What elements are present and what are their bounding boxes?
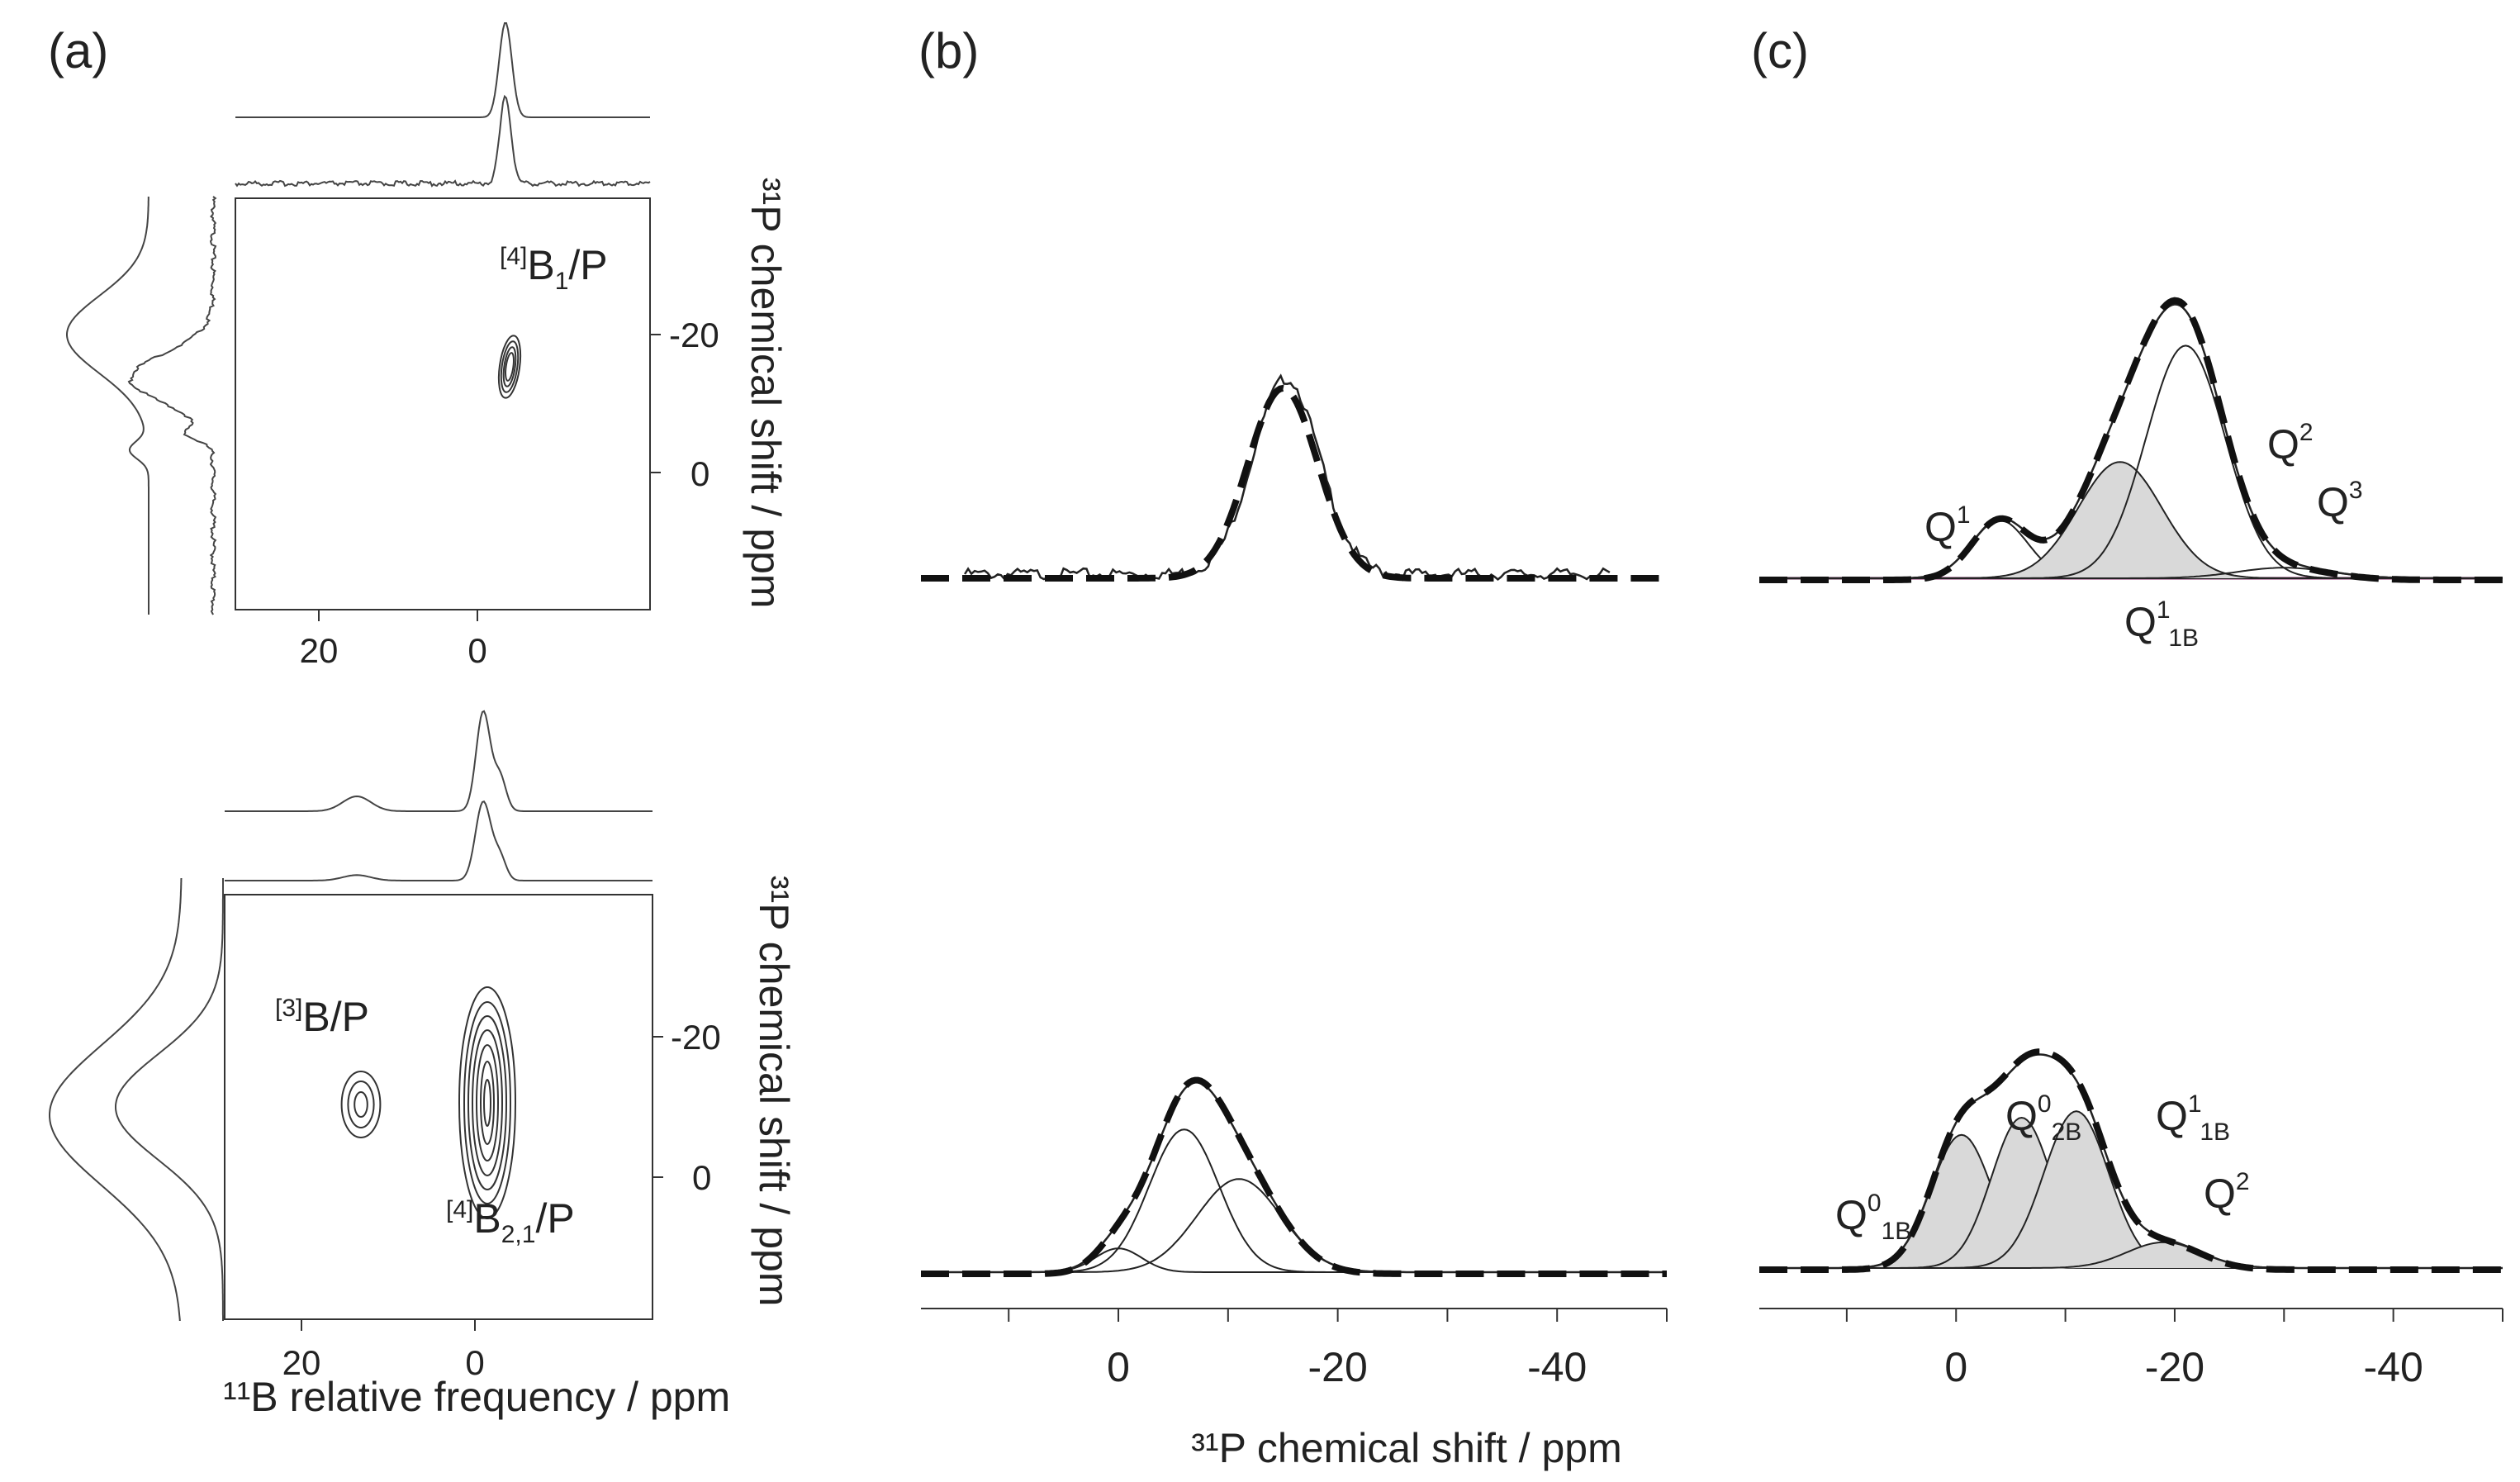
a-top-ytick-neg20: -20: [669, 316, 719, 354]
a-top-projection-slice: [235, 94, 651, 188]
a-top-plot: 20 0 -20 0 ³¹P chemical shift / ppm [4]B…: [66, 22, 789, 670]
a-bottom-contour-4B-level-4: [476, 1044, 499, 1161]
a-bottom-contour-4B-level-3: [472, 1029, 503, 1176]
c-top-component-fill-Q1_1B: [1759, 462, 2503, 578]
a-top-contour-level-2: [502, 346, 517, 387]
b-xtick--20: -20: [1307, 1344, 1367, 1390]
a-bottom-ytick-0: 0: [692, 1158, 711, 1197]
a-bottom-plot: 20 0 -20 0 ³¹P chemical shift / ppm ¹¹B …: [49, 710, 797, 1420]
c-top-label-q3: Q3: [2317, 477, 2363, 525]
a-bottom-annotation-4B21: [4]B2,1/P: [446, 1195, 575, 1248]
c-xtick-0: 0: [1944, 1344, 1967, 1390]
c-top-label-q1: Q1: [1924, 501, 1971, 550]
b-bottom-experimental-line: [921, 1081, 1667, 1274]
a-bottom-xlabel: ¹¹B relative frequency / ppm: [223, 1374, 730, 1420]
c-bottom-spectrum: Q01B Q02B Q11B Q2: [1759, 1048, 2503, 1273]
c-top-label-q1-1b: Q11B: [2124, 596, 2199, 652]
b-bottom-component-comp3: [921, 1178, 1667, 1273]
a-top-left-projection-slice: [127, 196, 217, 615]
a-bottom-contour-4B-level-5: [480, 1061, 495, 1145]
bc-xlabel: ³¹P chemical shift / ppm: [1191, 1425, 1621, 1471]
c-xtick--40: -40: [2364, 1344, 2423, 1390]
a-top-contour-level-1: [500, 340, 520, 393]
c-bottom-component-fill-Q0_1B: [1759, 1134, 2503, 1268]
c-bottom-fit-line: [1759, 1048, 2503, 1273]
a-bottom-contour-4B-level-6: [483, 1079, 491, 1127]
b-top-spectrum: [921, 373, 1667, 582]
a-bottom-contour-peaks: [340, 986, 516, 1219]
c-bottom-component-fill-Q2: [1759, 1242, 2503, 1268]
c-bottom-label-q0-1b: Q01B: [1835, 1190, 1911, 1245]
a-bottom-frame: [224, 894, 653, 1320]
a-bottom-contour-4B-level-2: [467, 1015, 507, 1190]
c-bottom-label-q1-1b: Q11B: [2156, 1090, 2230, 1146]
a-top-frame: [235, 197, 651, 610]
b-top-experimental-line: [964, 373, 1611, 582]
a-bottom-xtick-0: 0: [465, 1343, 484, 1382]
a-bottom-contour-3B-level-0: [340, 1071, 382, 1138]
a-bottom-contour-3B-level-1: [347, 1081, 375, 1128]
a-bottom-contour-3B-level-2: [354, 1091, 368, 1118]
c-bottom-label-q2: Q2: [2204, 1168, 2250, 1217]
a-bottom-projection-slice: [225, 800, 653, 881]
a-top-ytick-0: 0: [691, 454, 709, 493]
a-top-contour-peak: [497, 335, 522, 399]
b-bottom-component-comp2: [921, 1128, 1667, 1273]
c-top-label-q2: Q2: [2267, 419, 2314, 468]
panel-label-b: (b): [918, 23, 979, 78]
a-top-xtick-20: 20: [300, 631, 339, 670]
c-top-fit-line: [1759, 297, 2503, 583]
a-bottom-ytick-neg20: -20: [671, 1018, 721, 1057]
b-bottom-fit-line: [921, 1076, 1667, 1277]
b-xtick--40: -40: [1527, 1344, 1587, 1390]
b-bottom-component-comp1: [921, 1247, 1667, 1273]
a-top-annotation: [4]B1/P: [500, 242, 608, 295]
a-bottom-annotation-3B: [3]B/P: [275, 994, 369, 1040]
a-bottom-xtick-20: 20: [282, 1343, 321, 1382]
panel-label-a: (a): [48, 23, 108, 78]
c-top-spectrum: Q1 Q11B Q2 Q3: [1759, 297, 2503, 652]
b-xtick-0: 0: [1107, 1344, 1130, 1390]
panel-label-c: (c): [1751, 23, 1809, 78]
a-top-ylabel: ³¹P chemical shift / ppm: [743, 178, 789, 608]
b-top-fit-line: [921, 384, 1667, 582]
a-top-contour-level-0: [497, 335, 522, 399]
a-top-left-projection-total: [66, 197, 149, 615]
bc-x-axes: 0 -20 -40 0 -20 -40 ³¹P chemical shift / ppm: [921, 1308, 2503, 1471]
a-top-contour-level-3: [505, 352, 515, 382]
a-top-projection-total: [235, 22, 650, 118]
a-bottom-ylabel: ³¹P chemical shift / ppm: [751, 876, 797, 1306]
a-bottom-contour-4B-level-0: [458, 986, 516, 1219]
c-xtick--20: -20: [2145, 1344, 2204, 1390]
c-bottom-component-fill-Q1_1B: [1759, 1111, 2503, 1268]
c-bottom-label-q0-2b: Q02B: [2005, 1090, 2081, 1146]
a-bottom-contour-4B-level-1: [463, 1001, 511, 1204]
a-top-xtick-0: 0: [467, 631, 486, 670]
a-bottom-left-projection-slice: [115, 878, 224, 1321]
a-bottom-left-projection-total: [49, 877, 183, 1322]
b-bottom-spectrum: [921, 1076, 1667, 1277]
a-bottom-projection-total: [225, 710, 653, 812]
